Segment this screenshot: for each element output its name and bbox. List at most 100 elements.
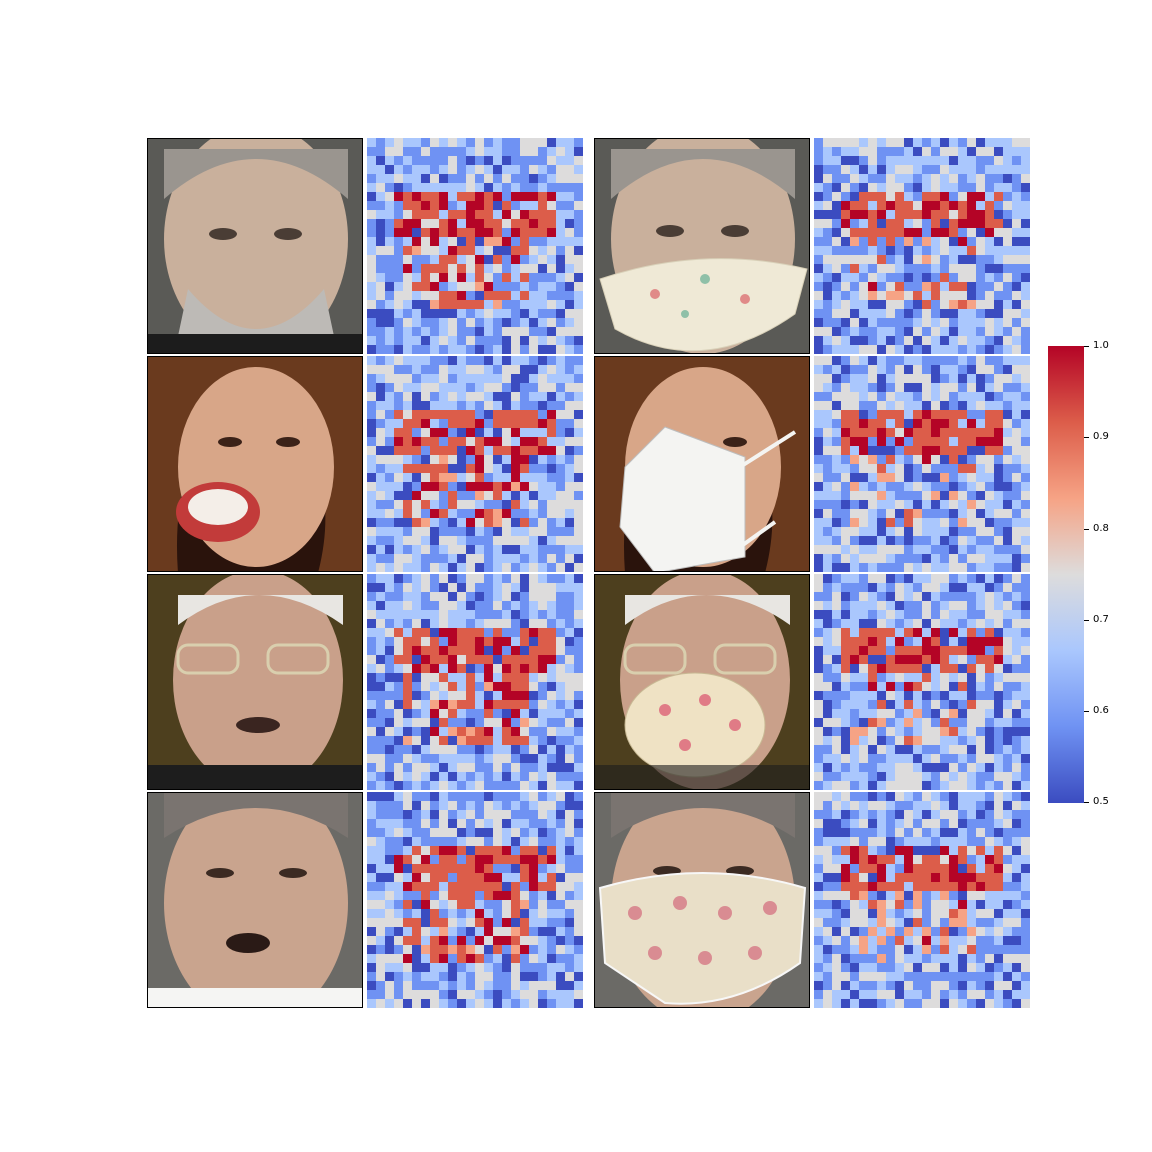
heatmap-cell bbox=[877, 855, 887, 865]
heatmap-cell bbox=[385, 990, 395, 1000]
heatmap-cell bbox=[931, 772, 941, 782]
heatmap-cell bbox=[868, 165, 878, 175]
heatmap-cell bbox=[394, 664, 404, 674]
heatmap-cell bbox=[430, 918, 440, 928]
heatmap-cell bbox=[967, 336, 977, 346]
heatmap-cell bbox=[394, 183, 404, 193]
heatmap-cell bbox=[859, 628, 869, 638]
heatmap-cell bbox=[841, 464, 851, 474]
heatmap-cell bbox=[931, 201, 941, 211]
heatmap-cell bbox=[367, 327, 377, 337]
heatmap-cell bbox=[466, 927, 476, 937]
heatmap-cell bbox=[967, 819, 977, 829]
heatmap-cell bbox=[412, 763, 422, 773]
heatmap-cell bbox=[913, 392, 923, 402]
heatmap-cell bbox=[985, 682, 995, 692]
heatmap-cell bbox=[574, 891, 583, 901]
heatmap-cell bbox=[421, 909, 431, 919]
heatmap-cell bbox=[1003, 792, 1013, 802]
heatmap-cell bbox=[922, 545, 932, 555]
heatmap-cell bbox=[448, 392, 458, 402]
heatmap-cell bbox=[823, 754, 833, 764]
heatmap-cell bbox=[814, 954, 824, 964]
heatmap-cell bbox=[940, 891, 950, 901]
heatmap-cell bbox=[895, 918, 905, 928]
heatmap-cell bbox=[859, 619, 869, 629]
heatmap-cell bbox=[394, 601, 404, 611]
heatmap-cell bbox=[439, 228, 449, 238]
heatmap-cell bbox=[421, 383, 431, 393]
heatmap-cell bbox=[376, 401, 386, 411]
heatmap-cell bbox=[403, 174, 413, 184]
heatmap-cell bbox=[385, 264, 395, 274]
heatmap-cell bbox=[931, 527, 941, 537]
heatmap-cell bbox=[385, 210, 395, 220]
heatmap-cell bbox=[967, 365, 977, 375]
heatmap-cell bbox=[547, 491, 557, 501]
heatmap-cell bbox=[886, 455, 896, 465]
heatmap-cell bbox=[1021, 183, 1030, 193]
heatmap-cell bbox=[457, 374, 467, 384]
heatmap-cell bbox=[394, 518, 404, 528]
heatmap-cell bbox=[895, 255, 905, 265]
heatmap-cell bbox=[421, 273, 431, 283]
heatmap-cell bbox=[877, 282, 887, 292]
heatmap-cell bbox=[385, 383, 395, 393]
heatmap-cell bbox=[547, 700, 557, 710]
heatmap-cell bbox=[859, 846, 869, 856]
heatmap-cell bbox=[556, 801, 566, 811]
heatmap-cell bbox=[493, 428, 503, 438]
heatmap-cell bbox=[913, 165, 923, 175]
heatmap-cell bbox=[940, 745, 950, 755]
heatmap-cell bbox=[529, 664, 539, 674]
heatmap-cell bbox=[556, 491, 566, 501]
heatmap-cell bbox=[1003, 419, 1013, 429]
heatmap-cell bbox=[967, 828, 977, 838]
heatmap-cell bbox=[823, 147, 833, 157]
heatmap-cell bbox=[868, 819, 878, 829]
heatmap-cell bbox=[430, 673, 440, 683]
heatmap-cell bbox=[1021, 963, 1030, 973]
heatmap-cell bbox=[940, 192, 950, 202]
heatmap-cell bbox=[877, 419, 887, 429]
heatmap-cell bbox=[430, 927, 440, 937]
heatmap-cell bbox=[448, 210, 458, 220]
heatmap-cell bbox=[859, 801, 869, 811]
heatmap-cell bbox=[814, 855, 824, 865]
heatmap-cell bbox=[376, 864, 386, 874]
colorbar-tick-label: 0.9 bbox=[1093, 431, 1109, 442]
heatmap-cell bbox=[547, 882, 557, 892]
heatmap-cell bbox=[976, 972, 986, 982]
heatmap-cell bbox=[520, 619, 530, 629]
heatmap-cell bbox=[931, 563, 941, 572]
heatmap-cell bbox=[457, 273, 467, 283]
heatmap-cell bbox=[448, 990, 458, 1000]
heatmap-cell bbox=[940, 491, 950, 501]
heatmap-cell bbox=[466, 192, 476, 202]
heatmap-cell bbox=[976, 990, 986, 1000]
heatmap-cell bbox=[931, 610, 941, 620]
heatmap-cell bbox=[493, 165, 503, 175]
heatmap-cell bbox=[466, 156, 476, 166]
heatmap-cell bbox=[367, 972, 377, 982]
heatmap-cell bbox=[895, 700, 905, 710]
heatmap-cell bbox=[895, 192, 905, 202]
heatmap-cell bbox=[385, 936, 395, 946]
heatmap-cell bbox=[814, 801, 824, 811]
heatmap-cell bbox=[520, 327, 530, 337]
heatmap-cell bbox=[538, 846, 548, 856]
heatmap-cell bbox=[475, 900, 485, 910]
heatmap-cell bbox=[430, 972, 440, 982]
heatmap-cell bbox=[421, 592, 431, 602]
heatmap-cell bbox=[538, 327, 548, 337]
heatmap-cell bbox=[922, 563, 932, 572]
heatmap-cell bbox=[895, 954, 905, 964]
heatmap-cell bbox=[520, 727, 530, 737]
heatmap-cell bbox=[394, 763, 404, 773]
heatmap-cell bbox=[841, 954, 851, 964]
heatmap-cell bbox=[823, 655, 833, 665]
heatmap-cell bbox=[484, 909, 494, 919]
heatmap-cell bbox=[886, 336, 896, 346]
heatmap-cell bbox=[904, 147, 914, 157]
heatmap-cell bbox=[547, 583, 557, 593]
